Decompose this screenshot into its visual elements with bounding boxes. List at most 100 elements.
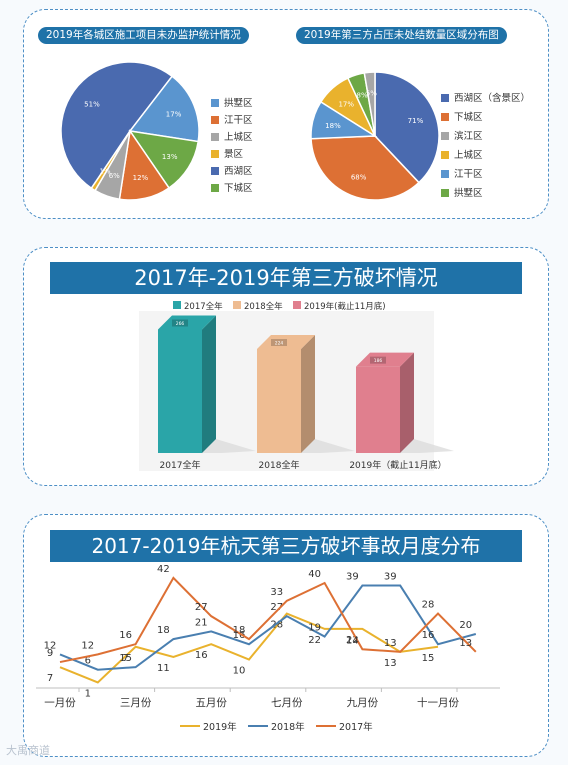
bar-value-label: 266: [176, 321, 185, 327]
legend-label: 江干区: [454, 169, 483, 180]
pie2-slice-label: 68%: [351, 173, 367, 181]
bar-category-label: 2018全年: [259, 459, 300, 471]
line-series-0: [59, 612, 439, 684]
line-point-label: 14: [346, 635, 359, 646]
pie2-slice-label: 8%: [356, 91, 367, 99]
legend-swatch: [211, 150, 219, 158]
line-legend-label: 2017年: [339, 721, 373, 733]
line-point-label: 16: [119, 630, 132, 641]
pie1-slice: [90, 130, 131, 192]
pie1-slice-label: 13%: [162, 153, 178, 161]
pie2-slice-label: 18%: [325, 122, 341, 130]
legend-label: 下城区: [224, 183, 253, 194]
pie1-legend-item: 拱墅区: [211, 95, 253, 109]
pie2-slice-label: 5%: [366, 90, 377, 98]
line-point-label: 19: [308, 623, 321, 634]
x-tick-label: 五月份: [195, 697, 227, 709]
bar: [158, 329, 202, 453]
pie2-title: 2019年第三方占压未处结数量区域分布图: [296, 27, 507, 44]
line-point-label: 33: [270, 587, 283, 598]
line-point-label: 27: [270, 602, 283, 613]
pie2-legend-item: 拱墅区: [441, 185, 483, 199]
pie2-slice: [363, 71, 376, 137]
pie1-legend-item: 西湖区: [211, 163, 253, 177]
legend-label: 拱墅区: [454, 188, 483, 199]
line-point-label: 12: [81, 640, 94, 651]
bar-legend-swatch: [293, 301, 301, 309]
line-point-label: 28: [422, 600, 435, 611]
line-point-label: 16: [195, 650, 208, 661]
line-point-label: 13: [384, 658, 397, 669]
line-point-label: 12: [44, 640, 57, 651]
line-point-label: 16: [422, 630, 435, 641]
line-point-label: 1: [85, 688, 91, 699]
bar-legend-label: 2017全年: [184, 301, 223, 312]
bar-shadow: [301, 439, 355, 453]
legend-label: 拱墅区: [224, 98, 253, 109]
line-series-2: [59, 576, 477, 664]
legend-label: 上城区: [224, 132, 253, 143]
bar-legend-label: 2018全年: [244, 301, 283, 312]
watermark: 大禹商道: [6, 744, 50, 757]
legend-label: 滨江区: [454, 131, 483, 142]
line-point-label: 13: [459, 638, 472, 649]
line-point-label: 39: [346, 572, 359, 583]
line-point-label: 16: [233, 630, 246, 641]
line-point-label: 39: [384, 572, 397, 583]
line-point-label: 22: [346, 635, 359, 646]
pie1-slice: [60, 61, 174, 190]
bar-value-tag: [172, 319, 188, 327]
line-point-label: 15: [119, 653, 132, 664]
pie1-slice-label: 6%: [109, 172, 120, 180]
pie1-slice-label: 12%: [133, 174, 149, 182]
pie2-slice: [310, 135, 420, 201]
pie2-slice-label: 71%: [408, 117, 424, 125]
bar-side: [202, 315, 216, 453]
pie1-slice-label: 51%: [84, 101, 100, 109]
x-tick-label: 九月份: [347, 697, 379, 709]
x-tick-label: 三月份: [120, 697, 152, 709]
bar-category-label: 2017全年: [160, 459, 201, 471]
legend-label: 江干区: [224, 115, 253, 126]
pie1-title: 2019年各城区施工项目未办监护统计情况: [38, 27, 249, 44]
line-series-1: [59, 584, 477, 671]
pie1-legend-item: 上城区: [211, 129, 253, 143]
legend-swatch: [441, 94, 449, 102]
line-point-label: 10: [233, 666, 246, 677]
pie1-slice: [128, 75, 200, 143]
line-legend-label: 2018年: [271, 721, 305, 733]
legend-label: 下城区: [454, 112, 483, 123]
pie2-slice-label: 17%: [338, 100, 354, 108]
pie1-legend-item: 景区: [211, 146, 243, 160]
line-point-label: 7: [122, 653, 128, 664]
pie1-legend-item: 江干区: [211, 112, 253, 126]
line-panel-title: 2017-2019年杭天第三方破坏事故月度分布: [50, 530, 522, 562]
bar-category-label: 2019年（截止11月底）: [349, 459, 446, 471]
bar-value-label: 224: [275, 341, 284, 347]
line-point-label: 18: [157, 625, 170, 636]
x-tick-label: 一月份: [44, 697, 76, 709]
legend-swatch: [441, 170, 449, 178]
bar-shadow: [202, 439, 256, 453]
legend-swatch: [441, 132, 449, 140]
legend-swatch: [441, 151, 449, 159]
pie1-slice-label: 17%: [166, 111, 182, 119]
bar-chart: 2017全年 2018全年 2019年(截止11月底) 266 2017全年 224 201…: [139, 301, 454, 471]
legend-swatch: [441, 113, 449, 121]
pie2-legend-item: 江干区: [441, 166, 483, 180]
line-point-label: 6: [85, 656, 91, 667]
pie1-chart: 51%17%13%12%6%1%71%68%18%17%8%5%: [60, 61, 440, 201]
pie1-legend-item: 下城区: [211, 180, 253, 194]
bar-legend-swatch: [233, 301, 241, 309]
line-point-label: 21: [195, 617, 208, 628]
bar-legend-label: 2019年(截止11月底): [304, 301, 386, 312]
line-point-label: 27: [195, 602, 208, 613]
pie2-legend-item: 下城区: [441, 109, 483, 123]
legend-label: 西湖区（含景区）: [454, 93, 531, 104]
line-point-label: 11: [157, 663, 170, 674]
pie2-slice: [374, 71, 440, 184]
legend-label: 景区: [224, 149, 244, 160]
pie1-slice-label: 1%: [99, 168, 110, 176]
bar-value-label: 186: [374, 358, 383, 364]
